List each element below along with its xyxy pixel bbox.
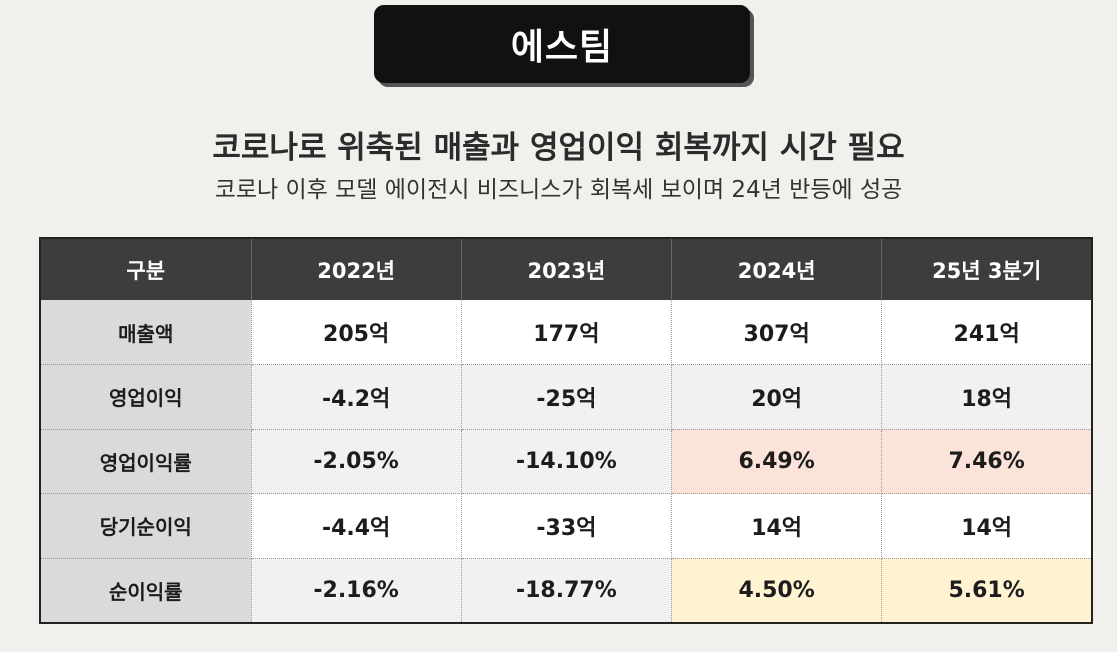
table-cell-highlighted: 5.61% — [881, 558, 1092, 623]
table-cell: -14.10% — [461, 429, 673, 494]
table-cell: 14억 — [881, 493, 1092, 559]
table-cell: 20억 — [671, 364, 883, 430]
table-row-operating-margin: 영업이익률 -2.05% -14.10% 6.49% 7.46% — [40, 429, 1092, 494]
page-subtitle: 코로나 이후 모델 에이전시 비즈니스가 회복세 보이며 24년 반등에 성공 — [214, 177, 903, 203]
header-category: 구분 — [40, 238, 252, 300]
header-2023: 2023년 — [461, 238, 673, 300]
table-cell: -2.16% — [251, 558, 462, 623]
table-row-net-income: 당기순이익 -4.4억 -33억 14억 14억 — [40, 493, 1092, 559]
row-label: 순이익률 — [40, 558, 252, 623]
header-2024: 2024년 — [671, 238, 883, 300]
table-row-operating-profit: 영업이익 -4.2억 -25억 20억 18억 — [40, 364, 1092, 430]
company-name: 에스팀 — [510, 27, 614, 68]
table-row-revenue: 매출액 205억 177억 307억 241억 — [40, 300, 1092, 365]
table-cell: -25억 — [461, 364, 673, 430]
header-2025-q3: 25년 3분기 — [881, 238, 1092, 300]
table-row-net-margin: 순이익률 -2.16% -18.77% 4.50% 5.61% — [40, 558, 1092, 623]
page-title: 코로나로 위축된 매출과 영업이익 회복까지 시간 필요 — [212, 130, 905, 166]
financial-table: 구분 2022년 2023년 2024년 25년 3분기 매출액 205억 17… — [39, 237, 1093, 624]
table-cell: 18억 — [881, 364, 1092, 430]
company-badge: 에스팀 — [374, 5, 750, 83]
row-label: 당기순이익 — [40, 493, 252, 559]
table-cell: 177억 — [461, 300, 673, 365]
table-cell-highlighted: 7.46% — [881, 429, 1092, 494]
table-cell: 205억 — [251, 300, 462, 365]
table-header-row: 구분 2022년 2023년 2024년 25년 3분기 — [40, 238, 1092, 300]
row-label: 영업이익 — [40, 364, 252, 430]
row-label: 영업이익률 — [40, 429, 252, 494]
table-cell-highlighted: 6.49% — [671, 429, 883, 494]
table-cell-highlighted: 4.50% — [671, 558, 883, 623]
table-cell: 14억 — [671, 493, 883, 559]
table-cell: 241억 — [881, 300, 1092, 365]
table-cell: -4.2억 — [251, 364, 462, 430]
table-cell: -4.4억 — [251, 493, 462, 559]
row-label: 매출액 — [40, 300, 252, 365]
header-2022: 2022년 — [251, 238, 462, 300]
table-cell: -2.05% — [251, 429, 462, 494]
table-cell: -33억 — [461, 493, 673, 559]
table-cell: -18.77% — [461, 558, 673, 623]
table-cell: 307억 — [671, 300, 883, 365]
